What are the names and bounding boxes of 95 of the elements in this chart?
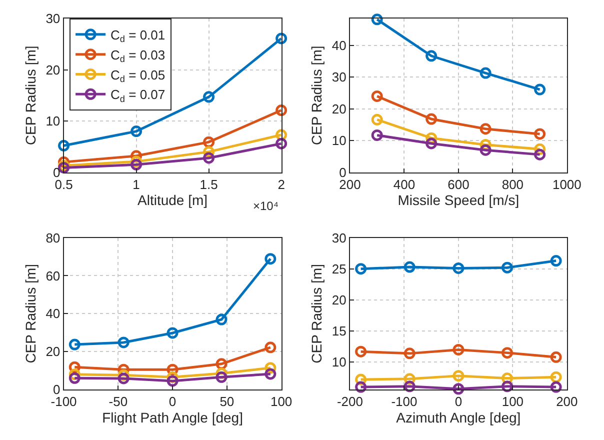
point: [371, 90, 383, 102]
y-axis-title: CEP Radius [m]: [22, 264, 38, 364]
point: [452, 383, 464, 395]
point: [502, 347, 514, 359]
x-tick-label: 100: [502, 394, 524, 410]
x-tick-label: 2: [278, 176, 285, 192]
x-tick-label: -200: [336, 394, 363, 410]
x-tick-label: 800: [502, 176, 524, 192]
y-tick-label: 80: [46, 230, 60, 246]
x-tick-label: 1000: [552, 176, 582, 192]
y-tick-label: 40: [46, 306, 60, 322]
legend-label: C$_{d}$ = 0.05: [110, 67, 166, 84]
point: [166, 327, 178, 339]
point: [480, 123, 492, 135]
x-axis-title: Altitude [m]: [138, 192, 208, 208]
point: [203, 152, 215, 164]
point: [404, 261, 416, 273]
point: [276, 104, 288, 116]
point: [118, 372, 130, 384]
point: [371, 114, 383, 126]
point: [68, 338, 80, 350]
legend-label: C$_{d}$ = 0.07: [110, 87, 166, 104]
point: [550, 351, 562, 363]
point: [264, 342, 276, 354]
point: [203, 91, 215, 103]
x-tick-label: 200: [556, 394, 578, 410]
x-axis-title: Azimuth Angle [deg]: [396, 409, 521, 426]
y-tick-label: 20: [46, 344, 60, 360]
x-tick-label: 50: [220, 394, 234, 410]
point: [355, 381, 367, 393]
point: [426, 113, 438, 125]
x-tick-label: 100: [270, 394, 292, 410]
point: [550, 371, 562, 383]
point: [404, 380, 416, 392]
y-tick-label: 30: [332, 230, 346, 246]
x-tick-label: 1.5: [200, 176, 218, 192]
point: [480, 144, 492, 156]
point: [534, 128, 546, 140]
y-tick-label: 20: [332, 292, 346, 308]
y-axis-title: CEP Radius [m]: [308, 264, 324, 364]
point: [130, 158, 142, 170]
point: [550, 381, 562, 393]
point: [502, 380, 514, 392]
point: [480, 67, 492, 79]
x-tick-label: 0: [454, 394, 462, 410]
point: [371, 129, 383, 141]
point: [118, 336, 130, 348]
legend-label: C$_{d}$ = 0.03: [110, 47, 166, 64]
point: [426, 138, 438, 150]
point: [264, 368, 276, 380]
point: [264, 253, 276, 265]
y-tick-label: 30: [332, 70, 346, 85]
point: [216, 371, 228, 383]
point: [371, 14, 383, 26]
point: [203, 136, 215, 148]
point: [534, 84, 546, 96]
point: [216, 314, 228, 326]
point: [355, 263, 367, 275]
point: [452, 344, 464, 356]
legend-label: C$_{d}$ = 0.01: [110, 27, 166, 44]
y-tick-label: 20: [46, 62, 60, 78]
y-tick-label: 30: [46, 11, 60, 26]
y-tick-label: 25: [332, 261, 346, 276]
point: [550, 255, 562, 267]
text: ×10⁴: [253, 199, 279, 213]
point: [355, 346, 367, 358]
y-axis-title: CEP Radius [m]: [22, 46, 38, 146]
point: [452, 370, 464, 382]
y-tick-label: 40: [332, 38, 346, 53]
y-tick-label: 20: [332, 101, 346, 116]
y-tick-label: 10: [46, 114, 60, 129]
point: [276, 138, 288, 150]
x-tick-label: 400: [393, 176, 416, 192]
point: [276, 32, 288, 44]
x-tick-label: -50: [108, 394, 128, 410]
y-tick-label: 10: [332, 133, 346, 148]
x-axis-title: Flight Path Angle [deg]: [102, 409, 243, 426]
point: [502, 262, 514, 274]
point: [404, 348, 416, 360]
point: [58, 140, 70, 152]
point: [130, 126, 142, 138]
y-tick-label: 15: [332, 324, 346, 339]
point: [68, 372, 80, 384]
x-tick-label: 0: [168, 394, 176, 410]
y-axis-title: CEP Radius [m]: [308, 46, 324, 146]
point: [166, 375, 178, 387]
point: [452, 262, 464, 274]
y-tick-label: 10: [332, 354, 346, 370]
y-tick-label: 60: [46, 268, 60, 284]
point: [534, 148, 546, 160]
x-tick-label: -100: [391, 394, 418, 410]
x-axis-title: Missile Speed [m/s]: [398, 192, 520, 208]
x-tick-label: 1: [132, 176, 140, 192]
x-tick-label: 600: [448, 176, 470, 192]
point: [426, 50, 438, 62]
